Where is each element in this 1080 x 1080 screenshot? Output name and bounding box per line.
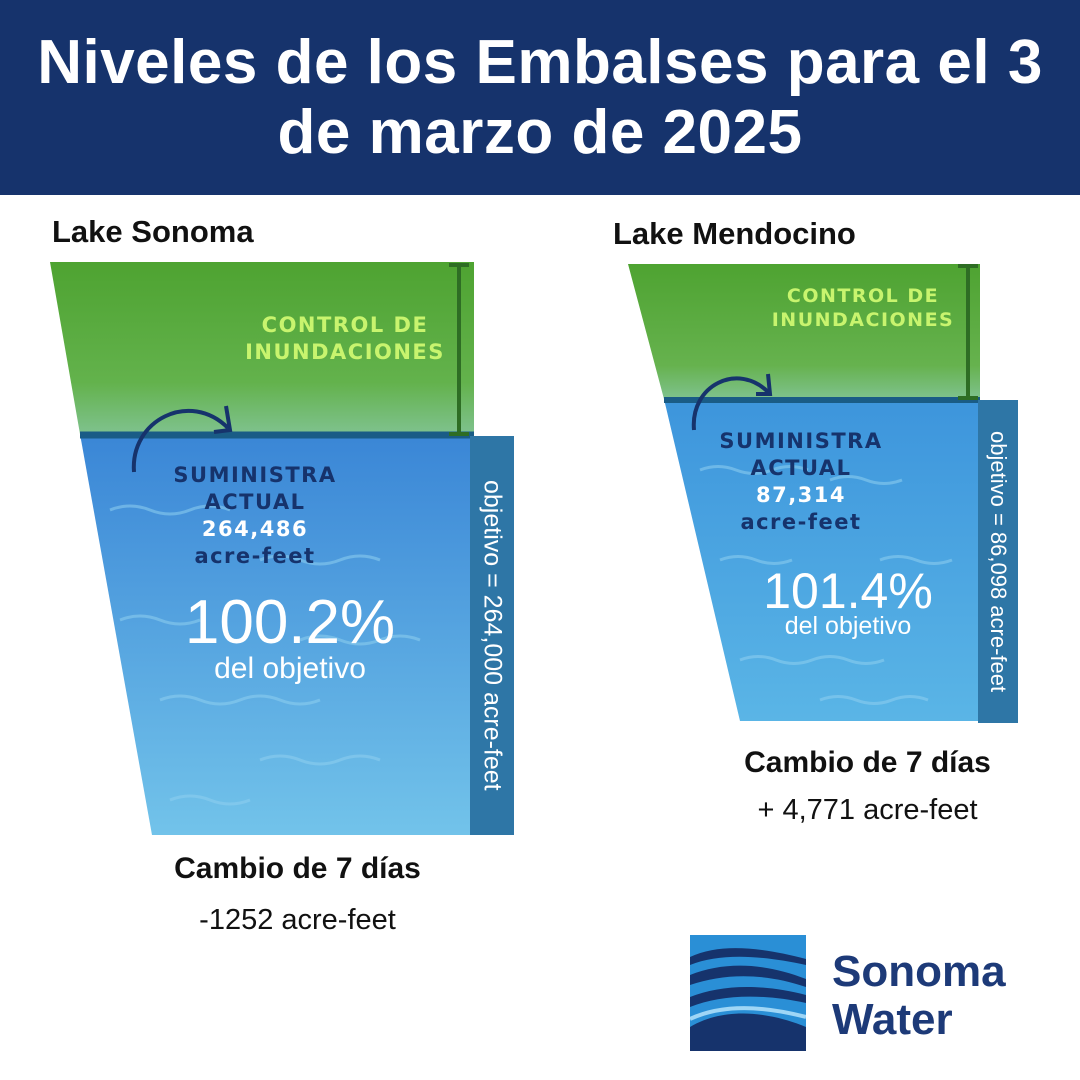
lake-sonoma-wave-lines [109, 504, 421, 806]
header: Niveles de los Embalses para el 3 de mar… [0, 0, 1080, 195]
lake-mendocino-supply-block: SUMINISTRA ACTUAL 87,314 acre-feet [696, 428, 906, 536]
lake-mendocino-percent-label: del objetivo [784, 612, 912, 640]
lake-mendocino-wave-lines [699, 465, 953, 705]
lake-mendocino-change-value: + 4,771 acre-feet [757, 794, 978, 826]
lake-mendocino-flood-label: CONTROL DE INUNDACIONES [771, 285, 955, 331]
lake-sonoma-percent-label: del objetivo [214, 652, 366, 685]
sonoma-water-waves-icon [690, 935, 806, 1051]
logo-line-1: Sonoma [832, 947, 1006, 996]
lake-sonoma-change-value: -1252 acre-feet [199, 904, 396, 936]
lake-sonoma-supply-value: 264,486 [201, 517, 309, 541]
lake-mendocino-target: objetivo = 86,098 acre-feet [986, 430, 1011, 693]
lake-sonoma-name: Lake Sonoma [52, 214, 254, 249]
lake-mendocino-supply-label: SUMINISTRA ACTUAL [719, 429, 883, 480]
lake-mendocino-supply-unit: acre-feet [740, 510, 862, 534]
lake-sonoma-supply-unit: acre-feet [194, 544, 316, 568]
lake-sonoma-target: objetivo = 264,000 acre-feet [478, 480, 507, 791]
lake-sonoma-water [80, 434, 474, 835]
lake-sonoma-change-title: Cambio de 7 días [174, 852, 421, 885]
logo-text: Sonoma Water [832, 948, 1006, 1044]
lake-mendocino-flood-zone [628, 264, 980, 399]
lake-sonoma-arrow-icon [131, 409, 230, 473]
lake-sonoma-supply-block: SUMINISTRA ACTUAL 264,486 acre-feet [145, 462, 365, 570]
lake-mendocino-supply-value: 87,314 [755, 483, 847, 507]
lake-sonoma-supply-label: SUMINISTRA ACTUAL [173, 463, 337, 514]
logo-line-2: Water [832, 995, 953, 1044]
lake-sonoma-flood-zone [50, 262, 474, 434]
lake-mendocino-percent: 101.4% [763, 563, 933, 619]
lake-mendocino-change-title: Cambio de 7 días [744, 746, 991, 779]
lake-sonoma-percent: 100.2% [184, 588, 396, 657]
lake-mendocino-name: Lake Mendocino [613, 216, 856, 251]
lake-mendocino-flood-bracket [958, 264, 978, 400]
lake-sonoma-target-bar: objetivo = 264,000 acre-feet [470, 436, 514, 835]
lake-sonoma-flood-bracket [449, 263, 469, 436]
lake-mendocino-arrow-icon [691, 376, 770, 431]
page-title: Niveles de los Embalses para el 3 de mar… [37, 27, 1043, 167]
lake-mendocino-target-bar: objetivo = 86,098 acre-feet [978, 400, 1018, 723]
lake-sonoma-flood-label: CONTROL DE INUNDACIONES [245, 313, 445, 364]
